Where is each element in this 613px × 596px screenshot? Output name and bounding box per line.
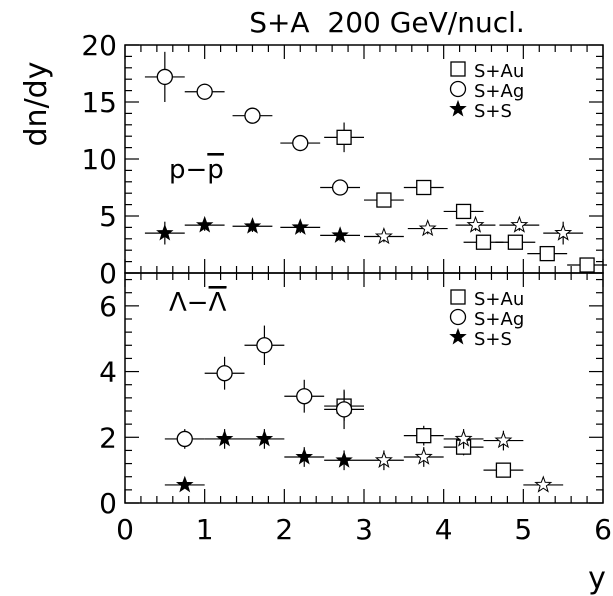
- data-point: [457, 204, 471, 218]
- x-tick-label: 6: [594, 513, 612, 546]
- series-s-s-reflected-: [364, 217, 583, 244]
- legend-marker: [451, 82, 466, 97]
- data-point: [377, 193, 391, 207]
- data-point: [217, 366, 232, 381]
- x-axis-label: y: [588, 561, 606, 596]
- data-point: [257, 338, 272, 353]
- figure-title: S+A 200 GeV/nucl.: [249, 6, 525, 39]
- panel-label: p−p: [169, 155, 224, 185]
- data-point: [177, 477, 192, 492]
- legend: S+AuS+AgS+S: [450, 61, 524, 122]
- y-tick-label: 5: [99, 200, 117, 233]
- legend: S+AuS+AgS+S: [450, 289, 524, 350]
- series-s-s: [145, 217, 360, 244]
- y-tick-label: 4: [99, 356, 117, 389]
- y-tick-label: 15: [81, 86, 117, 119]
- x-tick-label: 3: [355, 513, 373, 546]
- legend-label: S+Au: [474, 61, 524, 82]
- legend-label: S+Ag: [474, 309, 524, 330]
- y-axis-label: dn/dy: [19, 62, 54, 147]
- x-tick-label: 4: [435, 513, 453, 546]
- data-point: [540, 247, 554, 261]
- data-point: [293, 136, 308, 151]
- y-tick-label: 0: [99, 487, 117, 520]
- y-tick-label: 10: [81, 143, 117, 176]
- legend-marker: [450, 329, 465, 344]
- legend-marker: [451, 62, 465, 76]
- legend-marker: [450, 101, 465, 116]
- data-point: [333, 180, 348, 195]
- legend-label: S+S: [474, 101, 512, 122]
- y-tick-label: 20: [81, 29, 117, 62]
- data-point: [477, 235, 491, 249]
- data-point: [197, 84, 212, 99]
- legend-label: S+Ag: [474, 81, 524, 102]
- y-tick-label: 2: [99, 421, 117, 454]
- legend-label: S+S: [474, 329, 512, 350]
- data-point: [417, 181, 431, 195]
- panel-label-overlined: p: [207, 155, 224, 185]
- data-point: [337, 130, 351, 144]
- legend-label: S+Au: [474, 289, 524, 310]
- series-s-au: [324, 123, 607, 273]
- legend-marker: [451, 310, 466, 325]
- y-tick-label: 6: [99, 290, 117, 323]
- data-point: [536, 477, 551, 492]
- data-point: [580, 258, 594, 272]
- data-point: [337, 402, 352, 417]
- data-point: [508, 235, 522, 249]
- x-tick-label: 1: [196, 513, 214, 546]
- panel-1: 0 5 10 15 20 p−p S+AuS+AgS+S: [81, 29, 607, 290]
- y-tick-label: 0: [99, 257, 117, 290]
- panel-2: 0 2 4 6 0 1 2 3 4 5 6 Λ−Λ S+AuS+AgS+S: [99, 273, 612, 546]
- series-s-s-reflected-: [364, 429, 563, 491]
- data-point: [496, 463, 510, 477]
- legend-marker: [451, 290, 465, 304]
- panel-label: Λ−Λ: [169, 288, 227, 318]
- panel-label-overlined: Λ: [209, 288, 227, 318]
- x-tick-label: 2: [275, 513, 293, 546]
- x-tick-label: 0: [116, 513, 134, 546]
- data-point: [417, 429, 431, 443]
- data-point: [245, 108, 260, 123]
- x-tick-label: 5: [514, 513, 532, 546]
- data-point: [177, 431, 192, 446]
- data-point: [157, 69, 172, 84]
- data-point: [297, 389, 312, 404]
